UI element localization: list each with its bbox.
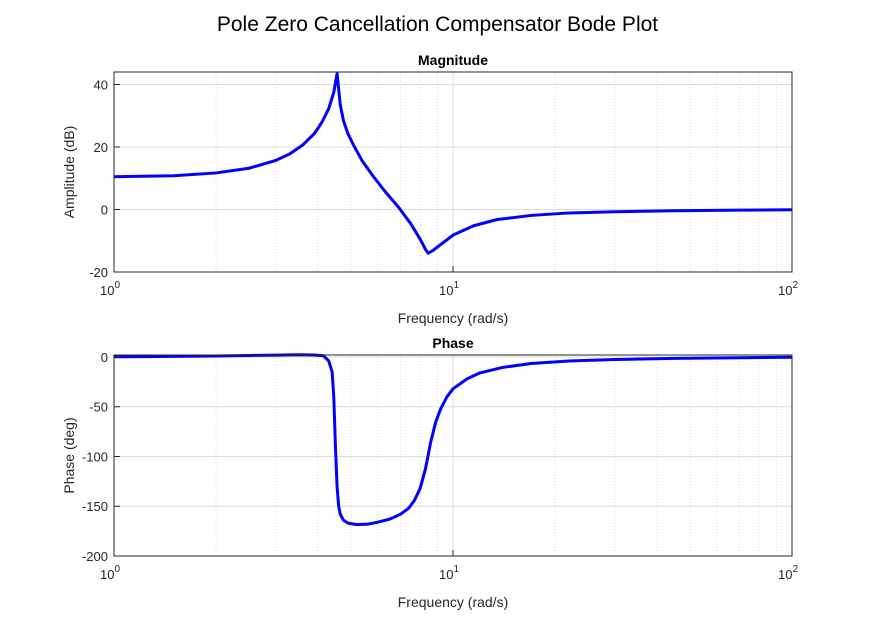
magnitude-y-label: Amplitude (dB) bbox=[61, 126, 77, 219]
magnitude-x-tick-label: 100 bbox=[100, 280, 120, 298]
magnitude-title: Magnitude bbox=[418, 52, 488, 68]
magnitude-y-tick-label: -20 bbox=[89, 265, 108, 280]
phase-y-tick-label: -200 bbox=[82, 549, 108, 564]
phase-x-tick-label: 101 bbox=[439, 564, 459, 582]
magnitude-x-tick-label: 101 bbox=[439, 280, 459, 298]
magnitude-y-tick-label: 0 bbox=[101, 203, 108, 218]
magnitude-x-tick-label: 102 bbox=[778, 280, 798, 298]
phase-y-tick-label: -100 bbox=[82, 449, 108, 464]
magnitude-ticks: -20 0 20 40 100 101 102 bbox=[89, 78, 798, 299]
phase-title: Phase bbox=[432, 335, 473, 351]
magnitude-plot: -20 0 20 40 100 101 102 Magnitude Frequency (r… bbox=[61, 52, 798, 326]
phase-y-tick-label: -50 bbox=[89, 400, 108, 415]
magnitude-y-tick-label: 40 bbox=[94, 78, 108, 93]
figure-title: Pole Zero Cancellation Compensator Bode … bbox=[217, 13, 658, 36]
phase-x-tick-label: 100 bbox=[100, 564, 120, 582]
phase-x-tick-label: 102 bbox=[778, 564, 798, 582]
magnitude-curve bbox=[113, 72, 793, 255]
phase-y-label: Phase (deg) bbox=[61, 417, 77, 493]
phase-x-label: Frequency (rad/s) bbox=[398, 594, 508, 610]
phase-y-tick-label: -150 bbox=[82, 499, 108, 514]
phase-plot: -200 -150 -100 -50 0 100 101 102 Phase Frequenc… bbox=[61, 335, 798, 610]
phase-ticks: -200 -150 -100 -50 0 100 101 102 bbox=[82, 350, 798, 582]
phase-y-tick-label: 0 bbox=[101, 350, 108, 365]
magnitude-x-label: Frequency (rad/s) bbox=[398, 310, 508, 326]
magnitude-y-tick-label: 20 bbox=[94, 140, 108, 155]
